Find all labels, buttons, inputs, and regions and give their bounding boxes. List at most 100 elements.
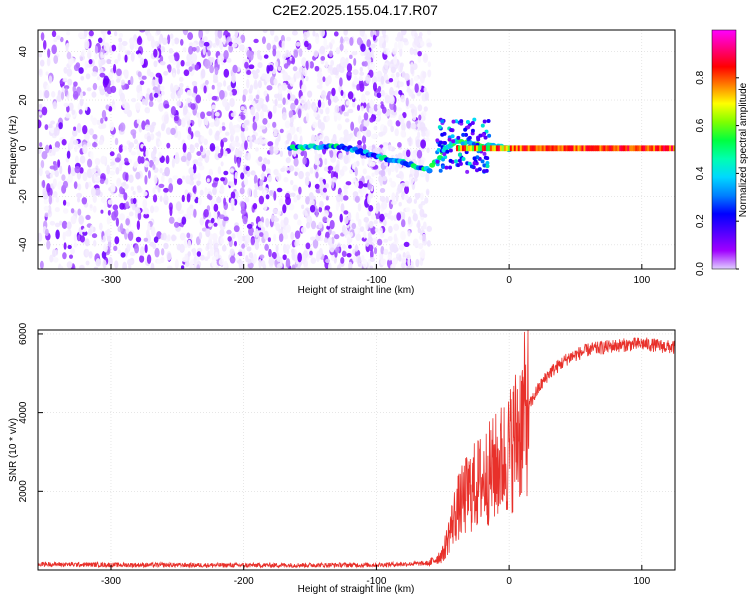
spectrogram-cell [279,128,284,134]
spectrogram-cell [113,208,119,218]
spectrogram-cell [213,117,220,127]
spectrogram-cell [114,157,121,163]
spectrogram-cell [391,73,395,78]
spectrogram-cell [331,87,336,97]
spectrogram-cell [222,35,226,45]
spectrogram-cell [379,195,386,202]
spectrogram-cell [79,91,84,99]
spectrogram-cell [119,223,124,233]
spectrogram-cell [287,148,292,157]
spectrogram-cell [340,36,344,44]
spectrogram-cell [227,236,232,242]
spectrogram-cell [397,152,403,161]
spectrogram-cell [103,243,108,253]
spectrogram-cell [207,93,213,101]
spectrogram-cell [263,230,269,241]
spectrogram-burst-cell [470,128,475,133]
spectrogram-cell [193,256,197,265]
spectrogram-cell [188,66,193,72]
spectrogram-y-tick-label: -40 [18,237,29,252]
spectrogram-cell [243,119,250,126]
spectrogram-carrier-cell [659,145,662,152]
spectrogram-carrier-cell [543,145,547,152]
spectrogram-cell [392,257,398,265]
spectrogram-cell [320,101,326,109]
spectrogram-cell [256,102,261,112]
spectrogram-cell [61,174,66,182]
spectrogram-cell [390,181,397,188]
spectrogram-cell [424,137,430,142]
spectrogram-cell [44,228,49,237]
spectrogram-cell [235,141,241,148]
spectrogram-cell [135,236,142,243]
spectrogram-cell [125,218,130,226]
spectrogram-cell [397,183,403,193]
spectrogram-cell [287,132,292,142]
spectrogram-cell [413,36,420,46]
spectrogram-carrier-cell [581,145,584,152]
spectrogram-cell [81,197,88,205]
spectrogram-cell [345,133,352,142]
spectrogram-cell [92,82,98,91]
spectrogram-cell [77,234,81,242]
spectrogram-cell [82,230,88,236]
spectrogram-cell [335,247,340,253]
spectrogram-carrier-cell [491,145,495,152]
spectrogram-cell [379,187,386,193]
spectrogram-cell [419,172,426,178]
spectrogram-cell [110,184,116,193]
spectrogram-cell [150,226,156,237]
spectrogram-cell [223,68,230,78]
spectrogram-cell [278,228,282,234]
spectrogram-cell [355,211,360,222]
spectrogram-cell [406,254,412,260]
spectrogram-cell [388,95,395,105]
spectrogram-cell [422,71,427,79]
spectrogram-cell [203,41,210,47]
spectrogram-cell [322,187,327,193]
spectrogram-carrier-cell [657,145,660,152]
spectrogram-cell [128,158,133,164]
spectrogram-cell [194,130,201,138]
spectrogram-cell [139,57,145,66]
spectrogram-cell [321,211,325,217]
spectrogram-cell [359,30,365,37]
spectrogram-cell [231,206,235,212]
spectrogram-cell [318,157,323,168]
spectrogram-cell [319,30,326,37]
spectrogram-cell [182,105,188,116]
spectrogram-cell [223,260,228,269]
spectrogram-burst-cell [485,161,490,166]
spectrogram-cell [253,188,258,198]
spectrogram-cell [124,157,129,163]
spectrogram-cell [322,76,326,83]
spectrogram-cell [298,126,302,135]
spectrogram-cell [129,251,136,256]
spectrogram-cell [361,254,365,263]
spectrogram-cell [335,194,342,203]
spectrogram-cell [66,68,73,77]
spectrogram-cell [308,192,314,201]
spectrogram-cell [277,210,282,215]
spectrogram-cell [66,221,72,230]
spectrogram-cell [273,93,280,99]
spectrogram-cell [310,220,317,230]
spectrogram-carrier-cell [513,145,517,152]
spectrogram-cell [84,102,88,111]
spectrogram-cell [196,264,201,269]
spectrogram-cell [99,88,106,96]
spectrogram-cell [187,32,194,41]
spectrogram-cell [234,30,239,38]
spectrogram-cell [300,226,307,234]
spectrogram-cell [325,195,329,201]
spectrogram-burst-cell [487,133,492,138]
spectrogram-cell [216,82,223,88]
spectrogram-cell [273,35,279,43]
spectrogram-cell [73,233,77,242]
spectrogram-cell [173,37,180,45]
spectrogram-cell [302,156,307,165]
spectrogram-cell [360,43,366,52]
spectrogram-cell [177,217,182,224]
spectrogram-cell [305,112,310,123]
